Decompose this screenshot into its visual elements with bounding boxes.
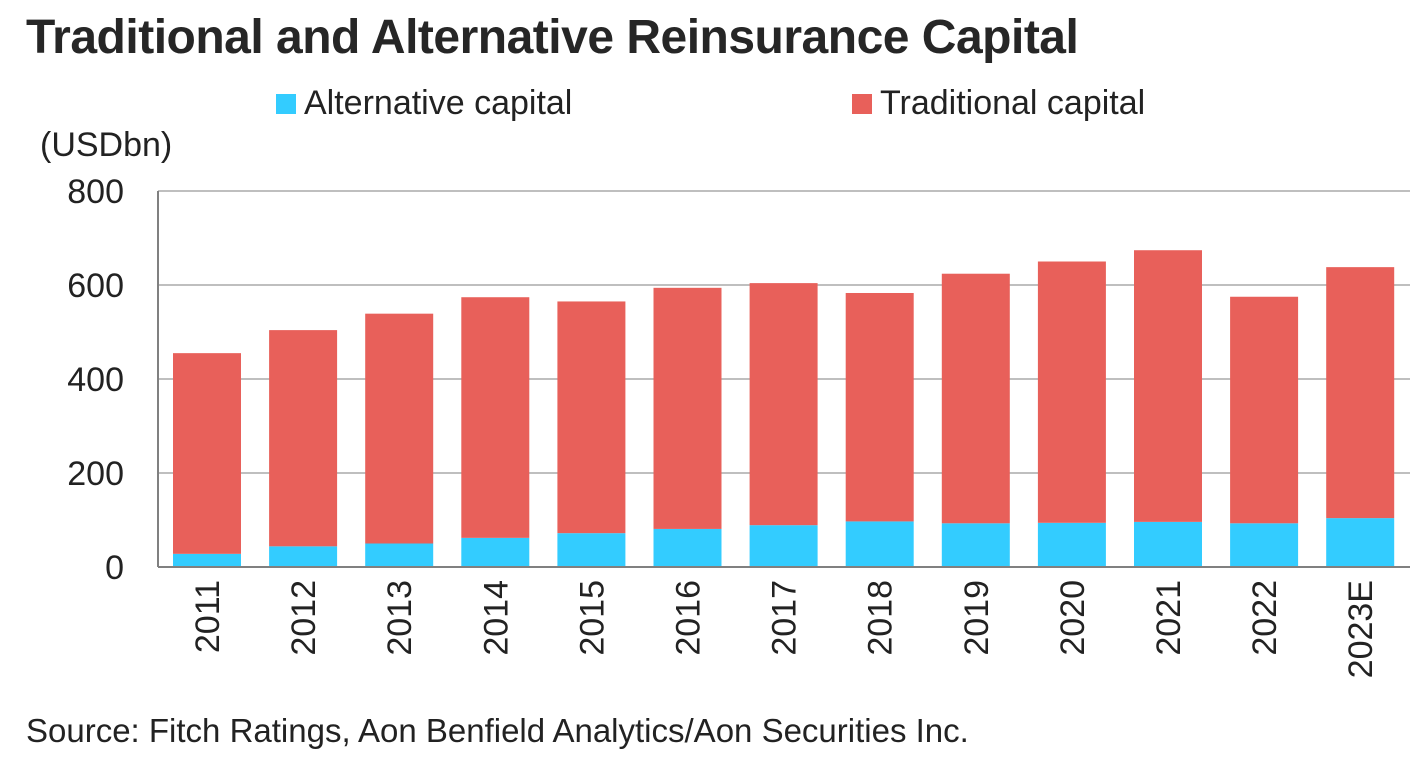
bar-alternative-2015	[557, 533, 626, 567]
bar-alternative-2018	[845, 521, 914, 567]
legend-item-alternative: Alternative capital	[276, 84, 572, 123]
bar-traditional-2015	[557, 301, 626, 534]
legend-swatch-traditional	[852, 93, 872, 114]
bar-traditional-2021	[1134, 250, 1202, 522]
bar-traditional-2019	[941, 273, 1010, 524]
y-tick-label-800: 800	[67, 173, 124, 211]
y-tick-label-400: 400	[67, 361, 124, 399]
bar-alternative-2011	[173, 553, 241, 567]
x-tick-label-2015: 2015	[573, 580, 611, 656]
legend-swatch-alternative	[276, 93, 296, 114]
source-note: Source: Fitch Ratings, Aon Benfield Anal…	[26, 712, 969, 749]
bar-alternative-2022	[1230, 523, 1299, 567]
bar-alternative-2017	[749, 525, 818, 567]
x-tick-label-2013: 2013	[381, 580, 419, 656]
y-tick-label-600: 600	[67, 267, 124, 305]
bar-traditional-2011	[173, 353, 241, 554]
bar-traditional-2020	[1037, 261, 1106, 523]
bar-alternative-2014	[461, 537, 530, 567]
bar-traditional-2022	[1230, 296, 1299, 524]
bar-traditional-2017	[749, 283, 818, 526]
x-tick-label-2017: 2017	[766, 580, 804, 656]
legend-label-traditional: Traditional capital	[880, 84, 1146, 122]
bar-traditional-2014	[461, 297, 530, 538]
bar-alternative-2023E	[1326, 518, 1395, 567]
bar-alternative-2020	[1037, 522, 1106, 567]
x-tick-label-2016: 2016	[670, 580, 708, 656]
x-tick-label-2014: 2014	[477, 580, 515, 656]
x-tick-label-2018: 2018	[862, 580, 900, 656]
y-tick-label-0: 0	[105, 549, 124, 587]
bar-traditional-2016	[653, 287, 722, 529]
chart-title: Traditional and Alternative Reinsurance …	[26, 11, 1079, 64]
bar-traditional-2023E	[1326, 267, 1395, 519]
x-tick-label-2012: 2012	[285, 580, 323, 656]
x-tick-label-2021: 2021	[1150, 580, 1188, 656]
x-tick-label-2019: 2019	[958, 580, 996, 656]
legend-label-alternative: Alternative capital	[304, 84, 573, 122]
y-tick-label-200: 200	[67, 455, 124, 493]
bar-alternative-2012	[269, 546, 338, 567]
bar-alternative-2016	[653, 528, 722, 567]
bar-alternative-2013	[365, 543, 434, 567]
x-tick-label-2011: 2011	[189, 580, 227, 653]
bar-traditional-2012	[269, 330, 338, 547]
y-axis-unit-label: (USDbn)	[40, 126, 173, 164]
bar-traditional-2018	[845, 292, 914, 522]
x-tick-label-2020: 2020	[1054, 580, 1092, 656]
x-tick-label-2022: 2022	[1246, 580, 1284, 656]
bar-alternative-2021	[1134, 521, 1202, 567]
bar-traditional-2013	[365, 313, 434, 544]
x-tick-label-2023E: 2023E	[1342, 580, 1380, 678]
bar-alternative-2019	[941, 523, 1010, 567]
legend-item-traditional: Traditional capital	[852, 84, 1145, 123]
